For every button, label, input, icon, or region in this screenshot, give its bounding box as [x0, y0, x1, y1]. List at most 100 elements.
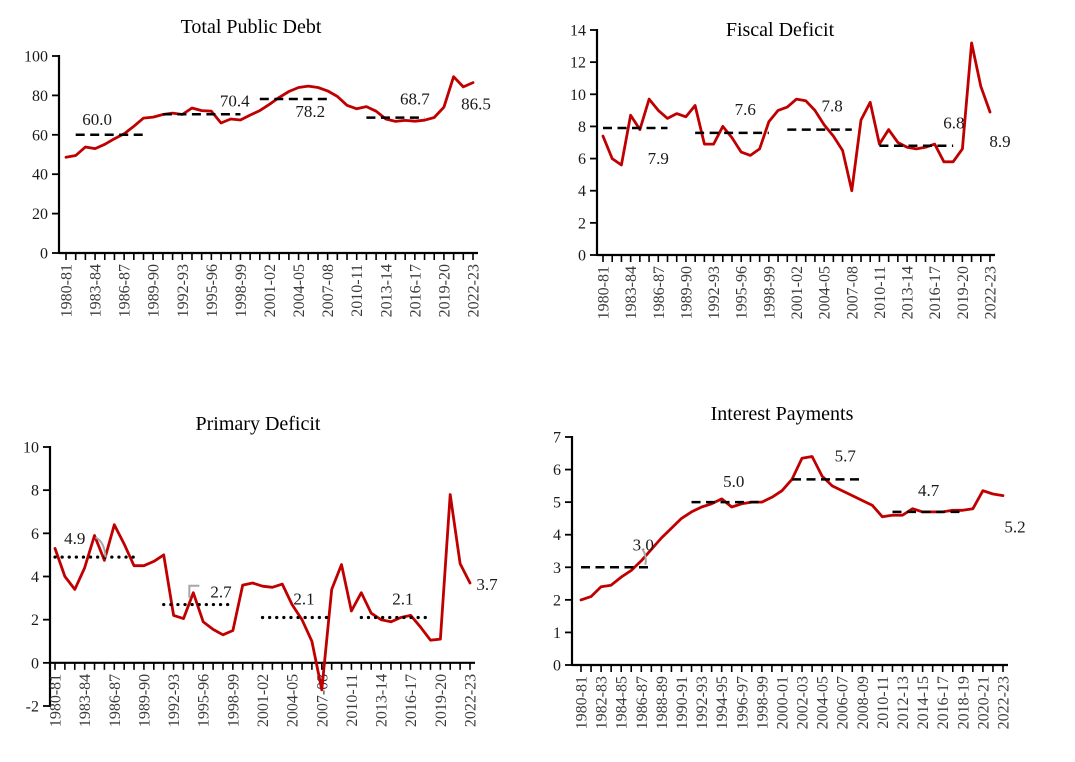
y-tick-label: 0: [31, 655, 39, 672]
x-tick-label: 2007-08: [320, 264, 337, 317]
y-tick-label: 10: [23, 440, 39, 457]
x-tick-label: 1980-81: [48, 674, 65, 727]
y-tick-label: 4: [553, 527, 561, 544]
x-tick-label: 1980-81: [59, 264, 76, 317]
x-tick-label: 2007-08: [314, 674, 331, 727]
x-tick-label: 1983-84: [623, 266, 640, 319]
data-line: [579, 455, 1005, 602]
y-tick-label: 7: [553, 430, 561, 447]
x-tick-label: 1986-87: [651, 266, 668, 319]
y-tick-label: 6: [578, 151, 586, 168]
x-tick-label: 2004-05: [817, 266, 834, 319]
x-tick-label: 1989-90: [678, 266, 695, 319]
x-tick-label: 1989-90: [146, 264, 163, 317]
y-tick-label: 0: [40, 246, 48, 263]
x-tick-label: 2013-14: [900, 266, 917, 319]
chart-fiscal-deficit: Fiscal Deficit 0 2 4 6 8 10 12 14 1980-81 1983-84 1…: [535, 0, 1075, 380]
y-tick-label: 2: [31, 612, 39, 629]
y-tick-label: 4: [31, 569, 39, 586]
x-tick-label: 2008-09: [855, 676, 872, 729]
y-tick-label: 2: [553, 592, 561, 609]
x-tick-label: 1995-96: [734, 266, 751, 319]
x-tick-label: 2007-08: [844, 266, 861, 319]
average-value-label: 68.7: [400, 90, 430, 109]
x-tick-label: 2022-23: [466, 264, 483, 317]
chart-primary-deficit: Primary Deficit -2 0 2 4 6 8 10 1980-81 1983-84 19…: [0, 380, 535, 762]
chart-interest-payments: Interest Payments 0 1 2 3 4 5 6 7 1980-81 1982-83 1…: [535, 380, 1075, 762]
y-tick-label: 100: [24, 49, 48, 66]
average-value-label: 7.6: [735, 100, 756, 119]
x-tick-label: 2013-14: [378, 264, 395, 317]
y-tick-label: 3: [553, 560, 561, 577]
x-tick-label: 1989-90: [136, 674, 153, 727]
average-value-label: 2.1: [293, 590, 314, 609]
y-tick-label: 10: [570, 87, 586, 104]
end-value-label: 86.5: [461, 95, 491, 114]
y-tick-label: 0: [578, 248, 586, 265]
average-value-label: 2.1: [392, 590, 413, 609]
chart-canvas: Total Public Debt 0 20 40 60 80 100 1980-81 1983…: [24, 16, 491, 317]
x-tick-label: 2010-11: [875, 676, 892, 729]
x-tick-label: 1992-93: [166, 674, 183, 727]
x-tick-label: 1998-99: [225, 674, 242, 727]
end-value-label: 8.9: [989, 132, 1010, 151]
y-tick-label: 0: [553, 658, 561, 675]
y-tick-label: 40: [32, 167, 48, 184]
x-tick-label: 2014-15: [915, 676, 932, 729]
x-tick-label: 1990-91: [674, 676, 691, 729]
x-tick-label: 1986-87: [634, 676, 651, 729]
x-tick-label: 2022-23: [996, 676, 1013, 729]
x-tick-label: 2000-01: [774, 676, 791, 729]
average-value-label: 7.9: [648, 149, 669, 168]
data-line: [601, 41, 992, 193]
average-value-label: 60.0: [82, 110, 112, 129]
data-line: [64, 75, 475, 159]
x-tick-label: 2001-02: [262, 264, 279, 317]
x-tick-label: 1998-99: [233, 264, 250, 317]
x-tick-label: 2004-05: [291, 264, 308, 317]
chart-title: Fiscal Deficit: [726, 19, 835, 41]
x-tick-label: 2016-17: [403, 674, 420, 727]
y-tick-label: 20: [32, 206, 48, 223]
leader-mark: [641, 548, 647, 566]
y-tick-label: 5: [553, 495, 561, 512]
y-tick-label: 6: [553, 462, 561, 479]
x-tick-label: 2002-03: [795, 676, 812, 729]
x-tick-label: 1984-85: [614, 676, 631, 729]
x-tick-label: 1998-99: [754, 676, 771, 729]
chart-title: Total Public Debt: [181, 16, 322, 38]
x-tick-label: 2004-05: [815, 676, 832, 729]
x-tick-label: 2013-14: [374, 674, 391, 727]
average-value-label: 5.7: [835, 446, 857, 465]
x-tick-label: 2019-20: [436, 264, 453, 317]
x-tick-label: 2016-17: [935, 676, 952, 729]
x-tick-label: 1982-83: [594, 676, 611, 729]
x-tick-label: 2022-23: [983, 266, 1000, 319]
end-value-label: 3.7: [476, 575, 498, 594]
x-tick-label: 1994-95: [714, 676, 731, 729]
x-tick-label: 2006-07: [835, 676, 852, 729]
x-tick-label: 2016-17: [927, 266, 944, 319]
average-value-label: 4.9: [64, 529, 85, 548]
y-tick-label: -2: [26, 699, 39, 716]
x-tick-label: 2019-20: [955, 266, 972, 319]
x-tick-label: 1980-81: [596, 266, 613, 319]
y-tick-label: 8: [578, 119, 586, 136]
average-value-label: 78.2: [295, 102, 325, 121]
average-value-label: 2.7: [210, 583, 232, 602]
x-tick-label: 2020-21: [975, 676, 992, 729]
average-value-label: 7.8: [822, 97, 843, 116]
x-tick-label: 1992-93: [706, 266, 723, 319]
x-tick-label: 1995-96: [204, 264, 221, 317]
data-line: [53, 493, 472, 692]
x-tick-label: 1992-93: [694, 676, 711, 729]
x-tick-label: 2010-11: [349, 264, 366, 317]
x-tick-label: 1996-97: [734, 676, 751, 729]
chart-total-public-debt: Total Public Debt 0 20 40 60 80 100 1980-81 1983…: [0, 0, 535, 380]
x-tick-label: 1980-81: [574, 676, 591, 729]
y-tick-label: 6: [31, 526, 39, 543]
average-value-label: 70.4: [220, 91, 250, 110]
x-tick-label: 2018-19: [955, 676, 972, 729]
x-tick-label: 1992-93: [175, 264, 192, 317]
